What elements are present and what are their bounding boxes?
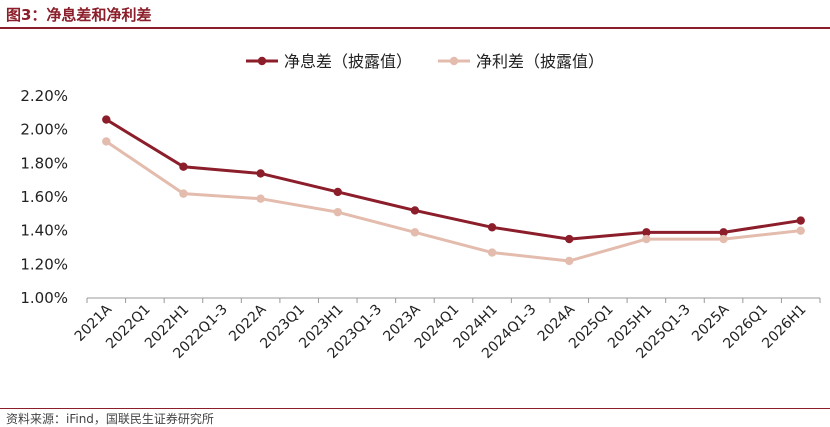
data-point (565, 234, 574, 244)
data-point (565, 256, 574, 266)
legend: 净息差（披露值） 净利差（披露值） (246, 52, 604, 71)
y-tick-label: 1.60% (20, 188, 68, 206)
data-point (179, 162, 188, 171)
figure-title: 图3：净息差和净利差 (6, 6, 152, 24)
legend-label: 净息差（披露值） (284, 52, 412, 71)
data-point (102, 115, 111, 124)
data-point (102, 137, 111, 146)
data-point (256, 194, 265, 203)
y-tick-label: 1.00% (20, 289, 68, 307)
data-point (333, 187, 342, 197)
data-point (796, 216, 805, 225)
legend-swatch-marker (257, 56, 267, 66)
data-point (487, 248, 497, 257)
data-point (179, 189, 188, 198)
data-point (333, 207, 342, 217)
data-point (487, 223, 497, 232)
y-tick-label: 1.80% (20, 154, 68, 172)
data-point (642, 228, 651, 237)
line-chart: 1.00% 1.20% 1.40% 1.60% 1.80% 2.00% 2.20% 2021… (20, 52, 821, 362)
source-rule (0, 408, 830, 409)
y-tick-label: 2.20% (20, 87, 68, 105)
data-point (410, 228, 420, 237)
data-point (256, 169, 265, 178)
series-layer (102, 115, 805, 266)
data-point (719, 234, 728, 244)
title-rule (0, 27, 830, 29)
source-note: 资料来源：iFind，国联民生证券研究所 (6, 412, 214, 426)
series-line-2 (105, 140, 801, 263)
data-point (642, 234, 651, 244)
data-point (796, 226, 805, 235)
legend-label: 净利差（披露值） (476, 52, 604, 71)
data-point (719, 228, 728, 237)
legend-swatch-marker (449, 56, 459, 66)
y-axis-ticks: 1.00% 1.20% 1.40% 1.60% 1.80% 2.00% 2.20% (20, 87, 68, 307)
y-tick-label: 1.40% (20, 222, 68, 240)
series-line-1 (105, 118, 801, 241)
x-axis-ticks: 2021A2022Q12022H12022Q1-32022A2023Q12023… (72, 298, 821, 362)
y-tick-label: 2.00% (20, 121, 68, 139)
y-tick-label: 1.20% (20, 255, 68, 273)
data-point (410, 206, 420, 215)
